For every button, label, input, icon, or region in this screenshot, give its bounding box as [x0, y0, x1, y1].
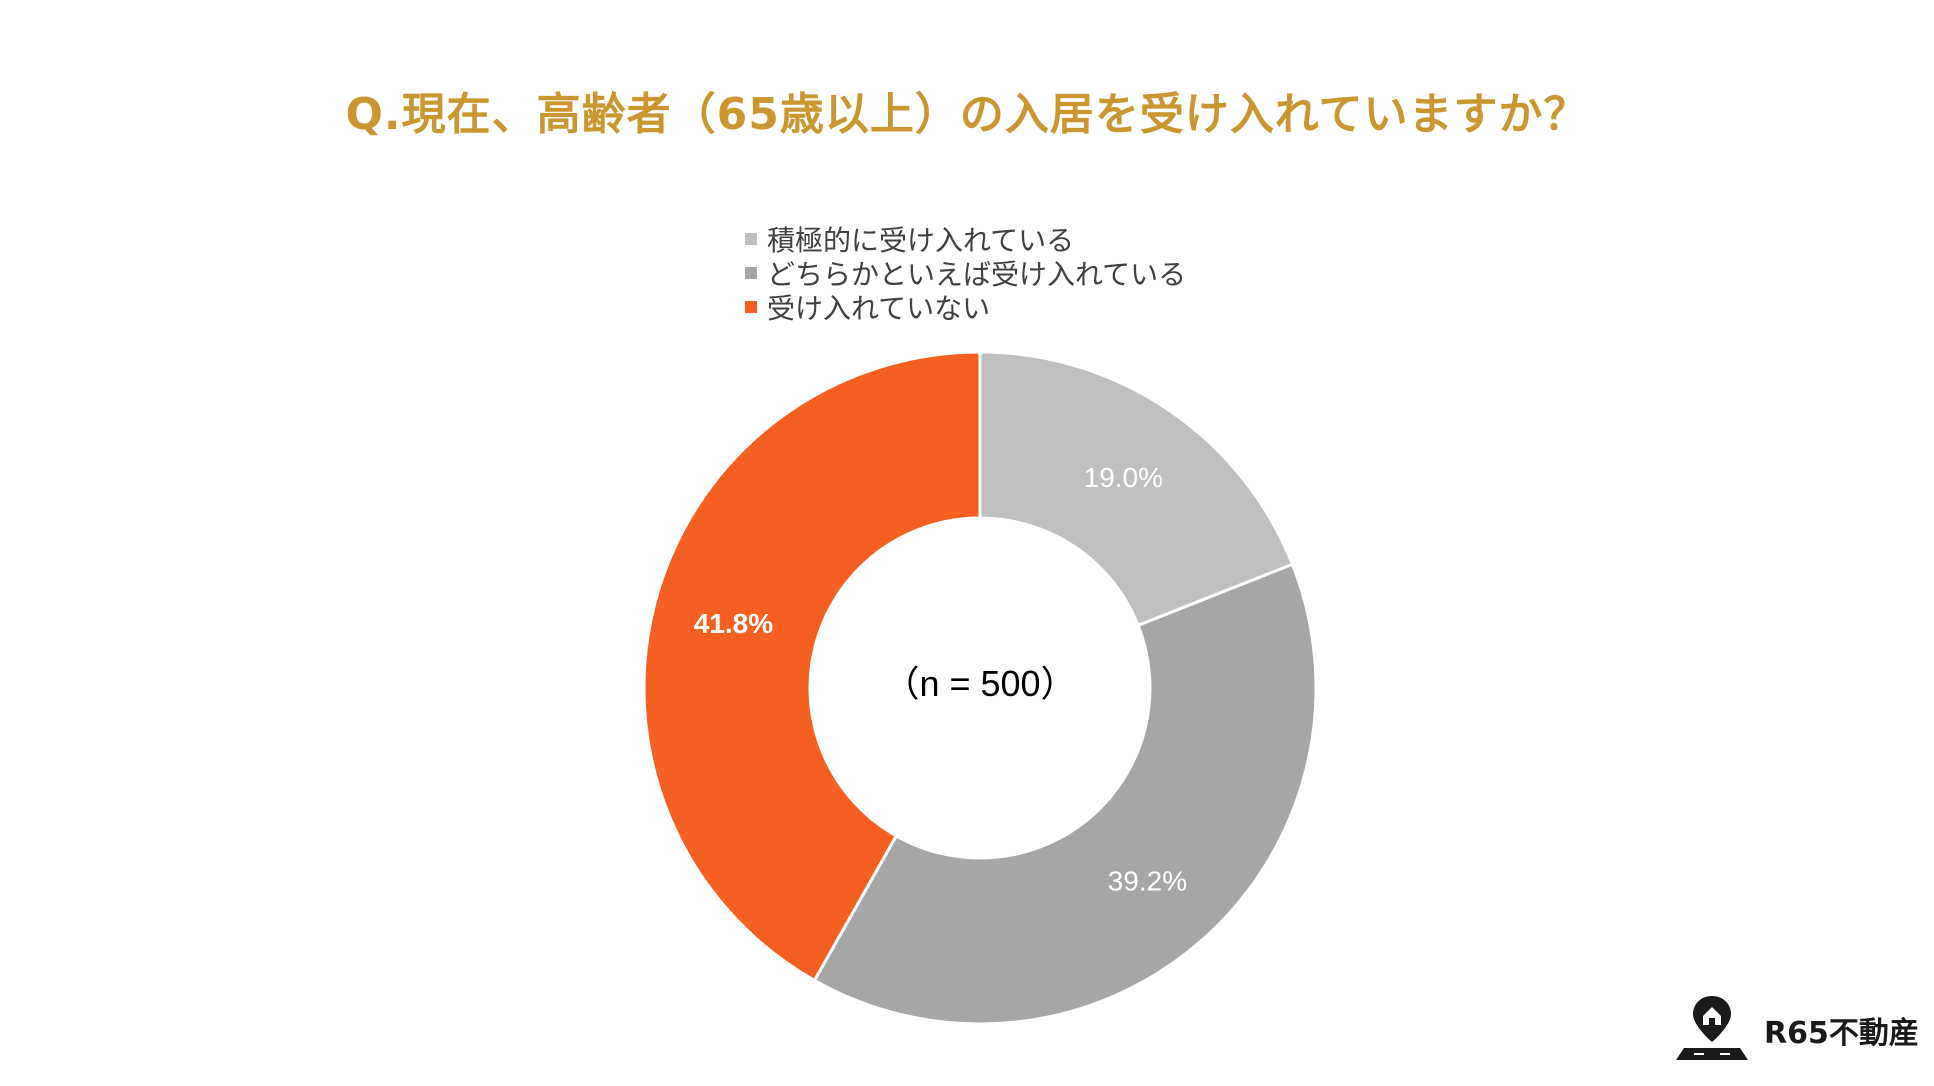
- slice-value-label-2: 39.2%: [1108, 865, 1187, 896]
- donut-slice-2: [812, 562, 1318, 1026]
- donut-slice-1: [978, 350, 1295, 628]
- sample-size-label: （n = 500）: [883, 663, 1076, 704]
- slice-value-label-3: 41.8%: [694, 608, 773, 639]
- slice-labels: 19.0% 39.2% 41.8%: [694, 462, 1187, 896]
- donut-slices: [642, 350, 1318, 1026]
- legend-label-2: どちらかといえば受け入れている: [767, 258, 1187, 291]
- slice-value-label-1: 19.0%: [1084, 462, 1163, 493]
- legend-item-3: 受け入れていない: [745, 290, 1186, 325]
- legend-swatch-1: [745, 233, 757, 245]
- map-pin-house-icon: [1676, 996, 1748, 1060]
- brand-logo: R65不動産: [1672, 992, 1919, 1062]
- legend-swatch-3: [745, 301, 757, 313]
- legend-label-1: 積極的に受け入れている: [767, 224, 1075, 257]
- brand-name: R65不動産: [1764, 1016, 1919, 1051]
- chart-title: Q.現在、高齢者（65歳以上）の入居を受け入れていますか？: [345, 89, 1589, 140]
- legend-item-2: どちらかといえば受け入れている: [745, 256, 1187, 291]
- chart-legend: 積極的に受け入れている どちらかといえば受け入れている 受け入れていない: [745, 222, 1187, 325]
- legend-label-3: 受け入れていない: [767, 292, 991, 325]
- donut-slice-3: [642, 350, 982, 983]
- legend-item-1: 積極的に受け入れている: [745, 222, 1186, 257]
- legend-swatch-2: [745, 267, 757, 279]
